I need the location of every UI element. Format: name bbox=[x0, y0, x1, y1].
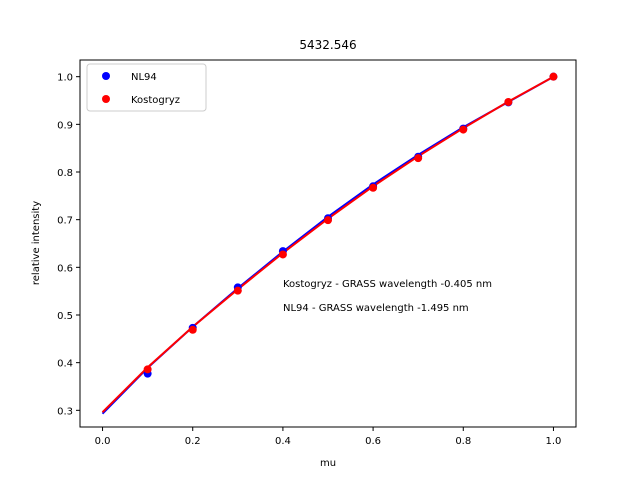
legend-label-kostogryz: Kostogryz bbox=[131, 95, 180, 106]
y-tick-label: 0.4 bbox=[57, 359, 73, 370]
annotation-kostogryz: Kostogryz - GRASS wavelength -0.405 nm bbox=[283, 279, 492, 290]
y-tick-label: 0.9 bbox=[57, 120, 73, 131]
y-tick-label: 0.8 bbox=[57, 168, 73, 179]
x-tick-label: 0.0 bbox=[95, 436, 111, 447]
data-point-kostogryz bbox=[549, 72, 558, 81]
x-tick-label: 0.6 bbox=[365, 436, 381, 447]
y-tick-label: 1.0 bbox=[57, 73, 73, 84]
legend-label-nl94: NL94 bbox=[131, 72, 157, 83]
x-tick-label: 0.4 bbox=[275, 436, 291, 447]
chart-title: 5432.546 bbox=[299, 38, 356, 52]
plot-area bbox=[79, 59, 577, 428]
data-point-kostogryz bbox=[369, 183, 378, 192]
data-point-kostogryz bbox=[504, 97, 513, 106]
x-tick-label: 0.2 bbox=[185, 436, 201, 447]
x-axis-label: mu bbox=[320, 458, 336, 469]
axes-frame bbox=[79, 59, 577, 428]
data-point-kostogryz bbox=[459, 125, 468, 134]
y-tick-label: 0.3 bbox=[57, 406, 73, 417]
data-point-kostogryz bbox=[233, 286, 242, 295]
data-point-kostogryz bbox=[188, 325, 197, 334]
y-axis-label: relative intensity bbox=[31, 201, 42, 285]
legend: NL94 Kostogryz bbox=[86, 63, 207, 112]
legend-box bbox=[86, 63, 207, 112]
x-tick-label: 1.0 bbox=[546, 436, 562, 447]
legend-marker-nl94 bbox=[102, 72, 110, 80]
x-tick-label: 0.8 bbox=[455, 436, 471, 447]
data-point-kostogryz bbox=[324, 216, 332, 225]
legend-marker-kostogryz bbox=[102, 95, 110, 103]
data-point-kostogryz bbox=[414, 154, 423, 163]
y-axis: 0.3 0.4 0.5 0.6 0.7 0.8 0.9 1.0 bbox=[57, 73, 80, 417]
y-tick-label: 0.5 bbox=[57, 311, 73, 322]
y-tick-label: 0.7 bbox=[57, 216, 73, 227]
data-point-kostogryz bbox=[278, 250, 287, 259]
y-tick-label: 0.6 bbox=[57, 263, 73, 274]
data-markers bbox=[143, 72, 558, 378]
data-point-kostogryz bbox=[143, 365, 152, 374]
annotation-nl94: NL94 - GRASS wavelength -1.495 nm bbox=[283, 303, 469, 314]
x-axis: 0.0 0.2 0.4 0.6 0.8 1.0 bbox=[95, 427, 562, 447]
